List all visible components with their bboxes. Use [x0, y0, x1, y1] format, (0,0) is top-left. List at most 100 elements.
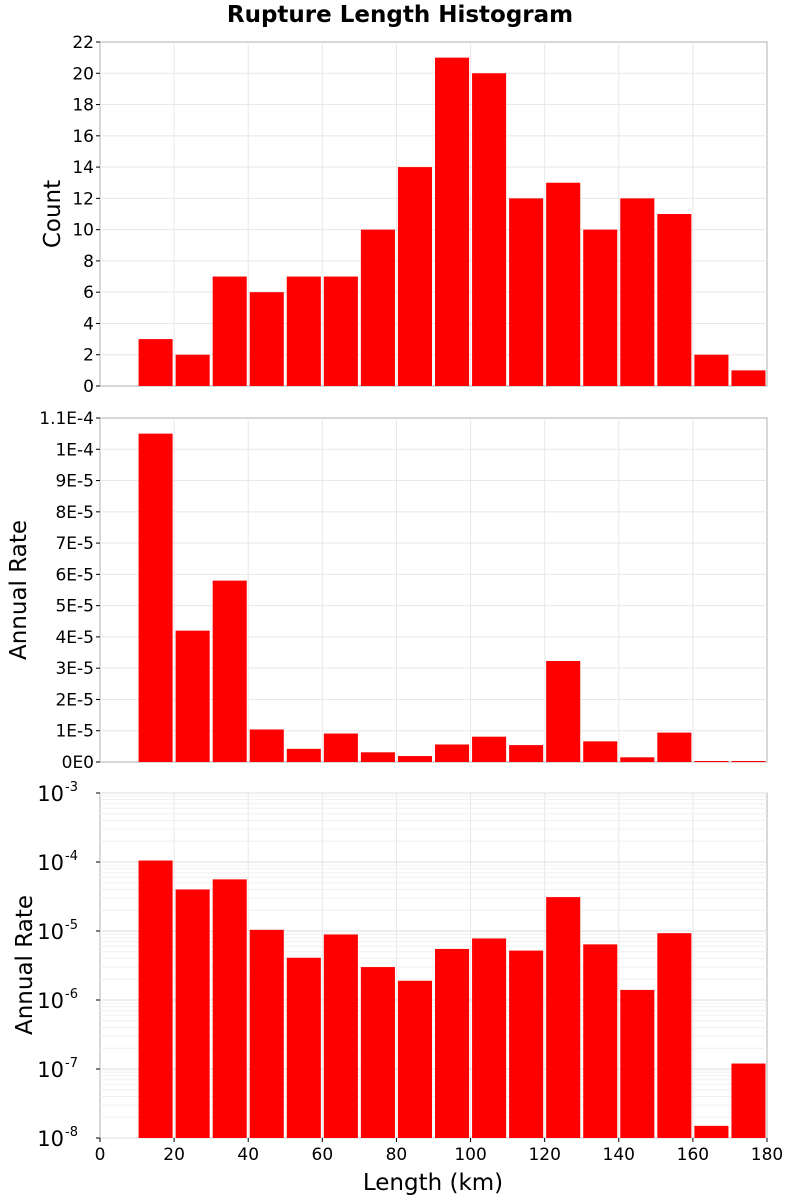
y-tick-label: 10 [37, 782, 64, 806]
y-tick-label: 18 [72, 96, 94, 116]
y-tick-label: 0E0 [62, 753, 94, 773]
y-tick-label: 1E-4 [55, 440, 94, 460]
bar-count [546, 182, 581, 386]
y-tick-label: 4E-5 [55, 628, 94, 648]
x-tick-label: 60 [312, 1145, 334, 1165]
bar-count [323, 276, 358, 386]
y-tick-label: 16 [72, 127, 94, 147]
bar-rate-linear [694, 761, 729, 762]
count-plot-frame [99, 41, 768, 387]
bar-rate-log [546, 897, 581, 1138]
bar-rate-log [509, 950, 544, 1138]
y-tick-label: 0 [83, 377, 94, 397]
bar-rate-log [731, 1063, 766, 1138]
count-panel: 0 2 4 6 8 10 12 14 16 18 20 22 Count [40, 33, 768, 397]
bar-rate-log [360, 967, 395, 1138]
bar-count [212, 276, 247, 386]
bar-count [620, 198, 655, 386]
x-tick-label: 160 [677, 1145, 709, 1165]
bar-rate-log [397, 980, 432, 1138]
y-tick-exponent: -4 [65, 849, 78, 864]
rate-linear-bars [138, 433, 766, 762]
x-tick-label: 140 [603, 1145, 635, 1165]
rate-log-y-axis-label: Annual Rate [12, 895, 38, 1035]
y-tick-label: 4 [83, 314, 94, 334]
rate-log-bars [138, 860, 766, 1138]
bar-rate-log [249, 929, 284, 1138]
y-tick-label: 6E-5 [55, 565, 94, 585]
rate-linear-plot-frame [99, 417, 768, 763]
rate-log-y-ticks: 10-810-710-610-510-410-3 [37, 780, 100, 1151]
y-tick-label: 20 [72, 64, 94, 84]
y-tick-label: 10 [37, 920, 64, 944]
y-tick-label: 5E-5 [55, 597, 94, 617]
y-tick-label: 10 [37, 989, 64, 1013]
bar-count [509, 198, 544, 386]
rate-linear-grid [100, 418, 767, 762]
y-tick-label: 12 [72, 189, 94, 209]
x-tick-label: 180 [751, 1145, 783, 1165]
x-tick-label: 20 [163, 1145, 185, 1165]
y-tick-label: 22 [72, 33, 94, 53]
rate-linear-panel: 0E0 1E-5 2E-5 3E-5 4E-5 5E-5 6E-5 7E-5 8E-5 9E-5 1… [6, 409, 768, 773]
bar-rate-log [138, 860, 173, 1138]
bar-rate-linear [546, 660, 581, 762]
bar-count [472, 73, 507, 386]
y-tick-label: 6 [83, 283, 94, 303]
bar-rate-linear [731, 761, 766, 762]
count-bars [138, 57, 766, 387]
rate-log-panel: 10-810-710-610-510-410-3 0 20 40 60 80 100 120… [12, 780, 783, 1196]
bar-rate-log [323, 934, 358, 1138]
count-y-axis-label: Count [40, 180, 66, 248]
y-tick-label: 14 [72, 158, 94, 178]
y-tick-label: 9E-5 [55, 472, 94, 492]
bar-rate-log [620, 989, 655, 1138]
bar-rate-linear [360, 752, 395, 762]
bar-rate-linear [583, 741, 618, 762]
bar-rate-linear [286, 748, 321, 762]
bar-rate-log [212, 879, 247, 1138]
rate-log-plot-frame [99, 792, 768, 1139]
bar-rate-log [435, 948, 470, 1138]
bar-count [138, 339, 173, 386]
bar-rate-log [175, 889, 210, 1138]
y-tick-label: 2 [83, 346, 94, 366]
bar-rate-linear [657, 732, 692, 762]
bar-rate-linear [323, 733, 358, 762]
x-tick-label: 100 [454, 1145, 486, 1165]
count-y-ticks: 0 2 4 6 8 10 12 14 16 18 20 22 [72, 33, 100, 397]
bar-rate-linear [397, 756, 432, 762]
y-tick-label: 10 [37, 851, 64, 875]
bar-count [249, 292, 284, 386]
y-tick-exponent: -3 [65, 780, 78, 795]
bar-rate-linear [212, 580, 247, 762]
bar-count [175, 354, 210, 386]
bar-count [731, 370, 766, 386]
x-axis-ticks: 0 20 40 60 80 100 120 140 160 180 [95, 1138, 783, 1165]
bar-rate-linear [435, 744, 470, 762]
y-tick-label: 2E-5 [55, 690, 94, 710]
bar-rate-linear [175, 630, 210, 762]
y-tick-label: 7E-5 [55, 534, 94, 554]
y-tick-label: 10 [37, 1058, 64, 1082]
bar-rate-linear [620, 757, 655, 762]
x-tick-label: 40 [237, 1145, 259, 1165]
y-tick-exponent: -6 [65, 987, 78, 1002]
bar-count [286, 276, 321, 386]
bar-rate-log [472, 938, 507, 1138]
bar-rate-log [657, 933, 692, 1138]
x-axis-label: Length (km) [363, 1170, 503, 1196]
y-tick-exponent: -5 [65, 918, 78, 933]
rate-linear-y-axis-label: Annual Rate [6, 520, 32, 660]
bar-rate-log [286, 957, 321, 1138]
bar-rate-log [583, 944, 618, 1138]
bar-count [360, 229, 395, 386]
bar-count [583, 229, 618, 386]
rate-linear-y-ticks: 0E0 1E-5 2E-5 3E-5 4E-5 5E-5 6E-5 7E-5 8E-5 9E-5 1… [39, 409, 100, 773]
bar-count [435, 57, 470, 387]
bar-rate-log [694, 1125, 729, 1138]
y-tick-label: 8 [83, 252, 94, 272]
bar-count [397, 167, 432, 386]
y-tick-exponent: -8 [65, 1125, 78, 1140]
x-tick-label: 120 [528, 1145, 560, 1165]
